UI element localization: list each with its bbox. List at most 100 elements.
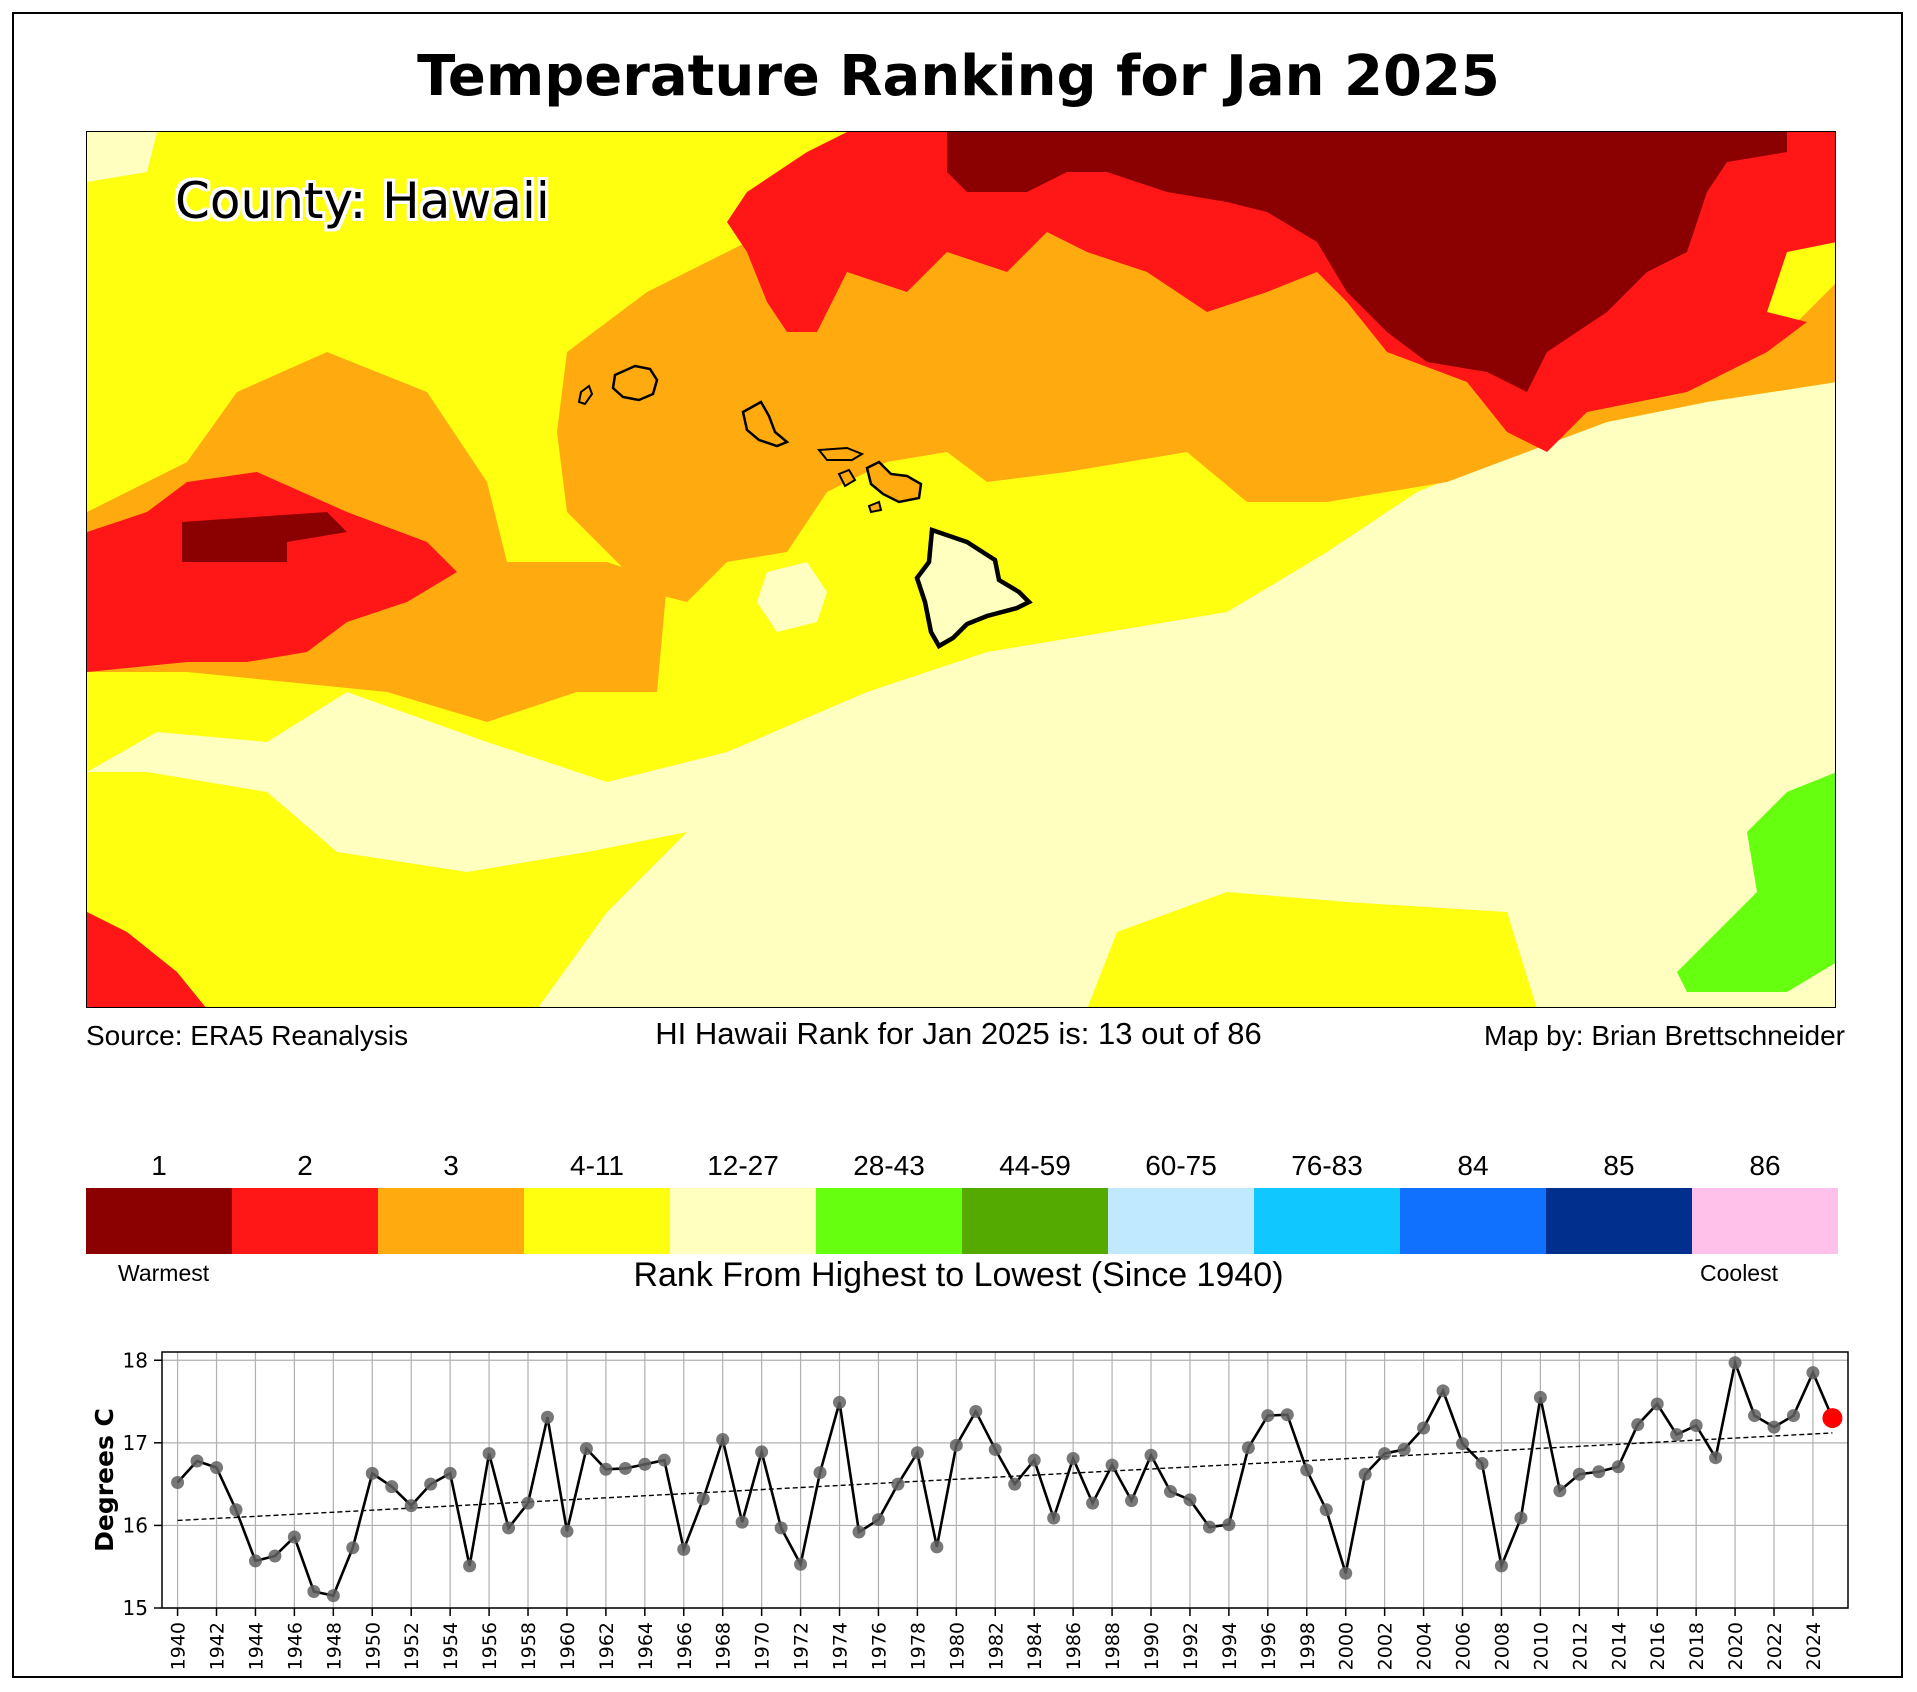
x-tick-label-1952: 1952	[401, 1622, 423, 1670]
map-island-oahu	[741, 400, 790, 448]
data-point-1974	[833, 1395, 847, 1409]
x-tick-label-1992: 1992	[1180, 1622, 1202, 1670]
legend-swatch-9	[1400, 1188, 1546, 1254]
x-tick-label-1980: 1980	[946, 1622, 968, 1670]
x-tick-label-1940: 1940	[168, 1622, 190, 1670]
data-point-1944	[248, 1554, 262, 1568]
legend-label-0: 1	[151, 1150, 167, 1181]
x-tick-label-1960: 1960	[557, 1622, 579, 1670]
data-point-1973	[813, 1466, 827, 1480]
x-tick-label-1970: 1970	[752, 1622, 774, 1670]
source-note: Source: ERA5 Reanalysis	[86, 1020, 409, 1051]
legend-swatch-11	[1692, 1188, 1838, 1254]
data-point-1965	[657, 1453, 671, 1467]
data-point-1970	[755, 1445, 769, 1459]
legend-label-9: 84	[1457, 1150, 1489, 1181]
data-point-1940	[171, 1475, 185, 1489]
x-tick-label-1978: 1978	[907, 1622, 929, 1670]
data-point-1978	[910, 1446, 924, 1460]
data-point-2013	[1592, 1465, 1606, 1479]
data-point-2016	[1650, 1397, 1664, 1411]
y-tick-label-18: 18	[123, 1348, 148, 1372]
map-region-rank-12-27-central	[757, 562, 827, 632]
data-point-1957	[502, 1521, 516, 1535]
data-point-1969	[735, 1515, 749, 1529]
data-point-2022	[1767, 1420, 1781, 1434]
x-tick-label-1976: 1976	[868, 1622, 890, 1670]
x-tick-label-1948: 1948	[323, 1622, 345, 1670]
x-tick-label-2022: 2022	[1764, 1622, 1786, 1670]
data-point-2006	[1456, 1437, 1470, 1451]
legend-warmest-label: Warmest	[118, 1260, 210, 1286]
x-tick-label-1974: 1974	[830, 1622, 852, 1670]
legend-colorbar	[86, 1188, 1838, 1254]
data-point-1959	[540, 1410, 554, 1424]
data-point-1991	[1163, 1485, 1177, 1499]
legend-swatch-1	[232, 1188, 378, 1254]
data-point-1981	[969, 1404, 983, 1418]
legend-swatch-4	[670, 1188, 816, 1254]
page-title: Temperature Ranking for Jan 2025	[417, 44, 1500, 109]
x-tick-label-1994: 1994	[1219, 1622, 1241, 1670]
data-point-1968	[716, 1433, 730, 1447]
data-point-1945	[268, 1549, 282, 1563]
data-point-1966	[677, 1542, 691, 1556]
x-tick-label-2018: 2018	[1686, 1622, 1708, 1670]
x-tick-label-2006: 2006	[1453, 1622, 1475, 1670]
legend-label-5: 28-43	[853, 1150, 925, 1181]
data-point-2011	[1553, 1484, 1567, 1498]
data-point-1958	[521, 1496, 535, 1510]
data-point-1946	[287, 1530, 301, 1544]
x-tick-label-2010: 2010	[1530, 1622, 1552, 1670]
data-point-2010	[1533, 1390, 1547, 1404]
map-region-rank-28-43	[1677, 772, 1835, 992]
figure-frame	[12, 12, 1903, 1678]
data-point-2008	[1494, 1559, 1508, 1573]
map-region-rank-2-southwest	[87, 912, 206, 1007]
data-point-2017	[1670, 1428, 1684, 1442]
x-tick-label-1964: 1964	[635, 1622, 657, 1670]
map-island-niihau	[577, 384, 594, 406]
x-tick-label-2024: 2024	[1803, 1622, 1825, 1670]
map-region-rank-1-north	[947, 132, 1787, 392]
data-point-2009	[1514, 1511, 1528, 1525]
map-island-hawaii	[914, 526, 1033, 650]
data-point-1980	[949, 1438, 963, 1452]
data-point-2014	[1611, 1460, 1625, 1474]
data-point-2005	[1436, 1384, 1450, 1398]
data-point-1992	[1183, 1493, 1197, 1507]
y-axis-label: Degrees C	[90, 1408, 119, 1552]
data-point-1993	[1202, 1520, 1216, 1534]
x-tick-label-1956: 1956	[479, 1622, 501, 1670]
data-point-2001	[1358, 1467, 1372, 1481]
x-tick-label-1984: 1984	[1024, 1622, 1046, 1670]
map-island-molokai	[817, 446, 865, 461]
series-line	[176, 1358, 1834, 1598]
data-point-1988	[1105, 1458, 1119, 1472]
legend-label-4: 12-27	[707, 1150, 779, 1181]
data-point-1951	[385, 1480, 399, 1494]
data-point-1972	[794, 1557, 808, 1571]
data-point-1950	[365, 1466, 379, 1480]
data-point-1999	[1319, 1503, 1333, 1517]
data-point-1994	[1222, 1518, 1236, 1532]
data-point-1986	[1066, 1452, 1080, 1466]
map-region-rank-4-11-south-band	[1087, 892, 1537, 1007]
data-point-1996	[1261, 1409, 1275, 1423]
data-point-1961	[579, 1442, 593, 1456]
rank-statement: HI Hawaii Rank for Jan 2025 is: 13 out o…	[655, 1016, 1262, 1051]
x-tick-label-1950: 1950	[362, 1622, 384, 1670]
data-point-1964	[638, 1457, 652, 1471]
data-point-1997	[1280, 1408, 1294, 1422]
y-tick-label-16: 16	[123, 1513, 148, 1537]
data-point-1985	[1047, 1511, 1061, 1525]
x-tick-label-2014: 2014	[1608, 1622, 1630, 1670]
data-point-1982	[988, 1442, 1002, 1456]
x-tick-label-1982: 1982	[985, 1622, 1007, 1670]
x-tick-label-1968: 1968	[713, 1622, 735, 1670]
data-point-1955	[463, 1559, 477, 1573]
data-point-1976	[871, 1513, 885, 1527]
legend-swatch-7	[1108, 1188, 1254, 1254]
data-point-1947	[307, 1584, 321, 1598]
